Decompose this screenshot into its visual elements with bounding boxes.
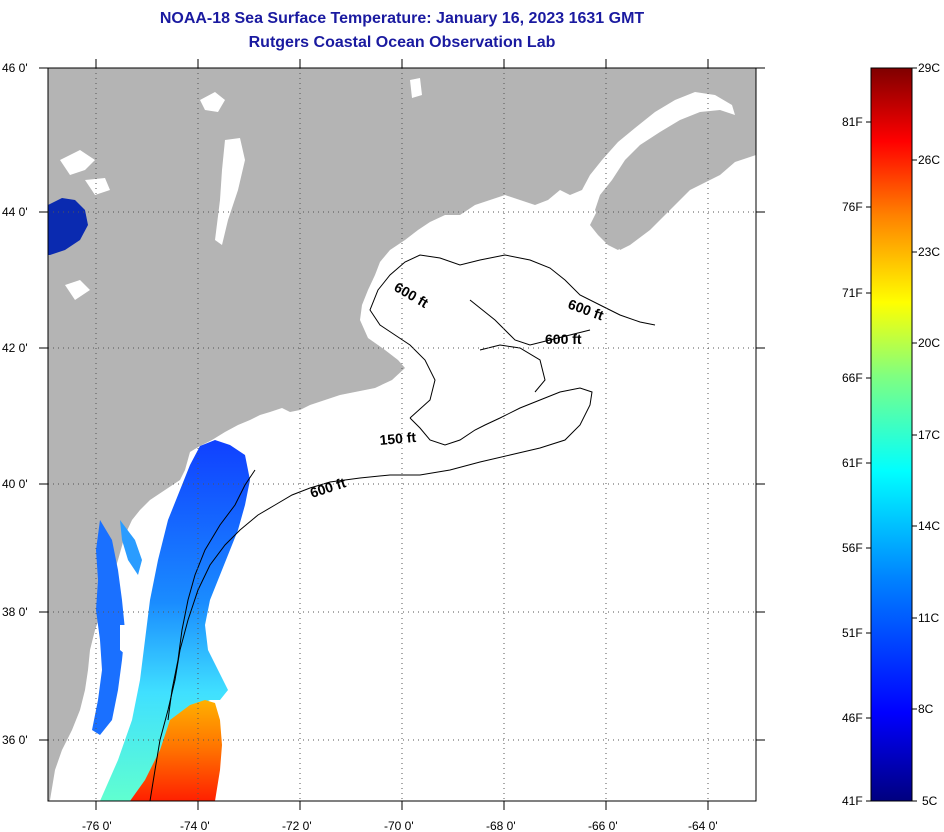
celsius-label: 5C (922, 794, 938, 808)
lat-label: 36 0' (2, 733, 28, 747)
lon-label: -66 0' (588, 819, 618, 832)
fahrenheit-label: 56F (842, 541, 863, 555)
contour-label: 150 ft (379, 429, 417, 448)
lat-label: 44 0' (2, 205, 28, 219)
map-subtitle: Rutgers Coastal Ocean Observation Lab (248, 34, 556, 51)
sst-swath (100, 440, 250, 801)
lat-label: 38 0' (2, 605, 28, 619)
fahrenheit-label: 46F (842, 711, 863, 725)
fahrenheit-label: 81F (842, 115, 863, 129)
tick-marks (39, 59, 765, 810)
fahrenheit-label: 66F (842, 371, 863, 385)
celsius-label: 17C (918, 428, 940, 442)
colorbar-celsius-labels: 29C 26C 23C 20C 17C 14C 11C 8C 5C (918, 61, 940, 808)
celsius-label: 8C (918, 702, 934, 716)
lon-label: -64 0' (688, 819, 718, 832)
lon-label: -68 0' (486, 819, 516, 832)
celsius-label: 11C (918, 611, 939, 625)
celsius-label: 14C (918, 519, 940, 533)
fahrenheit-label: 51F (842, 626, 863, 640)
lat-label: 40 0' (2, 477, 28, 491)
land-mass (48, 68, 756, 801)
lon-label: -72 0' (282, 819, 312, 832)
map-title: NOAA-18 Sea Surface Temperature: January… (159, 10, 645, 27)
contour-label: 600 ft (545, 331, 582, 347)
lat-label: 42 0' (2, 341, 28, 355)
lat-lon-grid (48, 68, 756, 801)
fahrenheit-label: 61F (842, 456, 863, 470)
bathymetry-contours (149, 254, 656, 801)
celsius-label: 29C (918, 61, 940, 75)
celsius-label: 23C (918, 245, 940, 259)
colorbar-ticks (866, 67, 917, 802)
lon-tick-labels: -76 0' -74 0' -72 0' -70 0' -68 0' -66 0… (82, 819, 718, 832)
lon-label: -70 0' (384, 819, 414, 832)
celsius-label: 26C (918, 153, 940, 167)
gulf-stream-warm (130, 700, 222, 801)
colorbar-fahrenheit-labels: 81F 76F 71F 66F 61F 56F 51F 46F 41F (842, 115, 863, 808)
nova-scotia (590, 115, 742, 250)
colorbar (870, 67, 913, 802)
delaware-bay (120, 520, 142, 575)
lat-tick-labels: 46 0' 44 0' 42 0' 40 0' 38 0' 36 0' (2, 61, 28, 747)
chesapeake-bay (92, 520, 125, 735)
fahrenheit-label: 76F (842, 200, 863, 214)
inland-lakes (60, 78, 422, 660)
lon-label: -76 0' (82, 819, 112, 832)
celsius-label: 20C (918, 336, 940, 350)
lon-label: -74 0' (180, 819, 210, 832)
fahrenheit-label: 71F (842, 286, 863, 300)
fahrenheit-label: 41F (842, 794, 863, 808)
lat-label: 46 0' (2, 61, 28, 75)
